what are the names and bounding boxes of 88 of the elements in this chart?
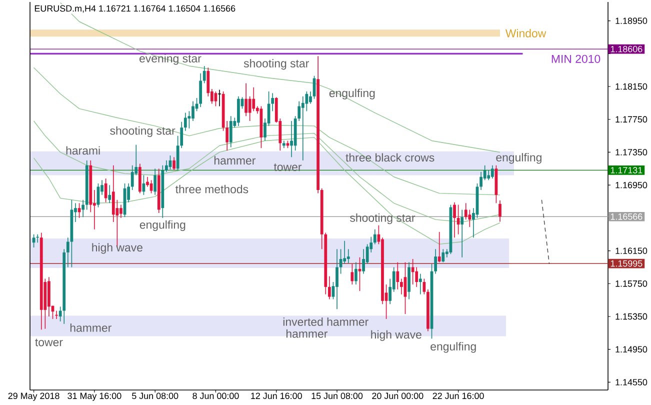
- y-tick-label: 1.17350: [616, 149, 648, 156]
- candlestick: [464, 202, 468, 220]
- annotation: inverted hammer: [283, 318, 368, 326]
- candlestick: [244, 82, 248, 116]
- candlestick: [362, 248, 365, 274]
- candlestick: [252, 86, 256, 112]
- candlestick: [434, 248, 437, 274]
- ref-line-label: 1.17131: [610, 167, 642, 174]
- candlestick: [154, 168, 157, 196]
- candlestick: [422, 278, 426, 295]
- x-tick-label: 5 Jun 08:00: [132, 392, 178, 400]
- x-tick-label: 12 Jun 16:00: [251, 392, 302, 400]
- y-tick-label: 1.18150: [616, 83, 648, 90]
- x-tick-label: 22 Jun 16:00: [432, 392, 484, 400]
- y-tick-label: 1.16150: [616, 248, 648, 254]
- chart-title: EURUSD.m,H4 1.16721 1.16764 1.16504 1.16566: [34, 5, 236, 13]
- annotation: hammer: [286, 329, 328, 338]
- candlestick: [411, 258, 414, 285]
- annotation: tower: [274, 164, 302, 172]
- annotation: high wave: [92, 243, 142, 254]
- x-tick-label: 20 Jun 00:00: [372, 392, 424, 400]
- candlestick: [108, 184, 112, 204]
- x-tick-label: 31 May 16:00: [68, 392, 122, 401]
- candlestick: [301, 96, 304, 161]
- candlestick: [453, 202, 456, 238]
- candlestick: [373, 229, 376, 245]
- annotation: shooting star: [244, 59, 309, 70]
- candlestick: [487, 170, 490, 181]
- ref-line-label: 1.16566: [610, 213, 642, 220]
- candlestick: [237, 96, 240, 126]
- candlestick: [165, 160, 168, 172]
- candlestick: [400, 278, 403, 295]
- candlestick: [120, 204, 122, 218]
- candlestick: [415, 266, 418, 288]
- candlestick: [460, 209, 464, 258]
- candlestick: [199, 72, 202, 108]
- annotation: high wave: [371, 330, 422, 341]
- candlestick: [336, 248, 338, 310]
- candlestick: [498, 200, 502, 222]
- candlestick: [343, 240, 346, 264]
- candlestick: [218, 89, 222, 107]
- candlestick: [112, 164, 115, 222]
- candlestick: [290, 120, 293, 158]
- ref-line-label: MIN 2010: [552, 54, 600, 63]
- candlestick: [271, 92, 274, 112]
- candlestick: [480, 172, 482, 190]
- candlestick: [346, 248, 350, 264]
- candlestick: [442, 248, 445, 263]
- candlestick: [350, 264, 354, 285]
- candlestick: [202, 66, 206, 84]
- candlestick: [418, 273, 422, 295]
- candlestick: [104, 178, 108, 203]
- annotation: engulfing: [496, 153, 542, 164]
- candlestick: [226, 120, 229, 151]
- candlestick: [184, 112, 187, 132]
- annotation: engulfing: [140, 220, 186, 232]
- y-tick-label: 1.14550: [616, 379, 648, 386]
- ref-line-label: 1.15995: [610, 260, 642, 267]
- candlestick: [309, 91, 312, 104]
- annotation: shooting star: [110, 126, 176, 137]
- annotation: hammer: [70, 323, 112, 332]
- annotation: engulfing: [430, 342, 476, 353]
- candlestick: [396, 262, 400, 290]
- y-tick-label: 1.18950: [616, 18, 648, 24]
- candlestick: [229, 116, 232, 148]
- candlestick: [82, 199, 85, 218]
- ref-line-label: 1.18606: [610, 46, 642, 52]
- annotation: harami: [66, 146, 100, 155]
- candlestick: [172, 156, 176, 171]
- annotation: hammer: [214, 156, 256, 165]
- x-tick-label: 29 May 2018: [8, 392, 60, 401]
- x-tick-label: 8 Jun 00:00: [192, 392, 239, 400]
- candlestick: [66, 237, 70, 268]
- y-tick-label: 1.14950: [616, 346, 648, 353]
- candlestick: [328, 276, 331, 300]
- y-tick-label: 1.15750: [616, 280, 648, 287]
- band-label: Window: [505, 28, 546, 38]
- candlestick: [490, 164, 494, 179]
- y-tick-label: 1.15350: [616, 313, 648, 320]
- y-tick-label: 1.16950: [616, 182, 648, 188]
- annotation: tower: [35, 338, 63, 346]
- annotation: three methods: [175, 184, 248, 194]
- candlestick: [438, 231, 441, 263]
- candlestick: [146, 176, 149, 188]
- x-tick-label: 15 Jun 08:00: [312, 392, 363, 400]
- y-tick-label: 1.17750: [616, 116, 648, 123]
- candlestick: [192, 100, 194, 122]
- candlestick: [354, 262, 358, 285]
